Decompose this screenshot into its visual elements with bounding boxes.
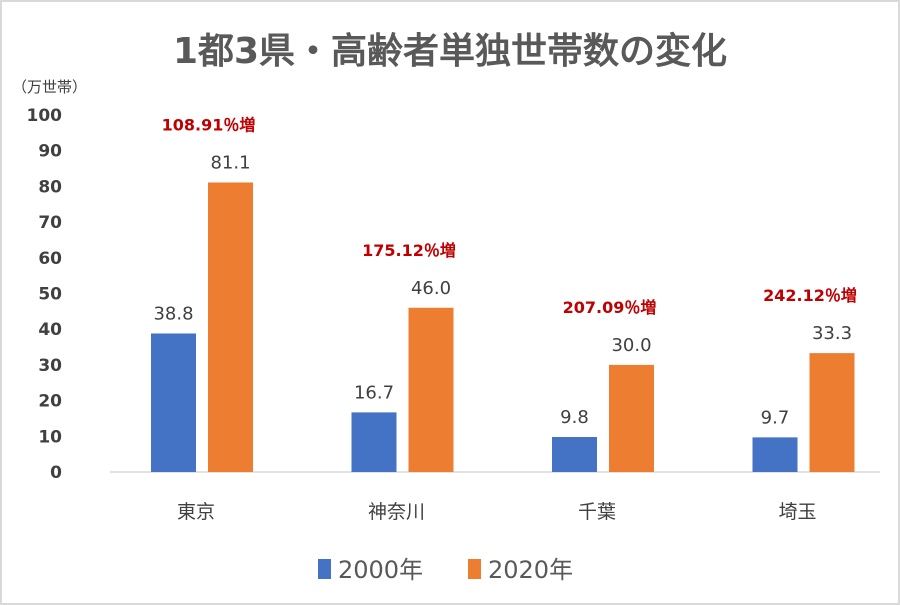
bar-2000 [752, 437, 798, 472]
y-tick-label: 70 [38, 213, 62, 233]
legend-label: 2000年 [338, 556, 423, 584]
legend: 2000年 2020年 [318, 556, 573, 584]
data-label: 9.8 [560, 407, 589, 428]
data-label: 9.7 [761, 407, 790, 428]
y-tick-label: 80 [38, 177, 62, 197]
x-tick-label: 神奈川 [368, 501, 425, 523]
bar-2020 [809, 353, 855, 472]
increase-annotation: 108.91％増 [162, 115, 256, 134]
increase-annotation: 207.09％増 [563, 298, 657, 317]
bars: 38.8 81.1 108.91％増 16.7 46.0 175.12％増 9.8 30.0 2… [151, 115, 857, 472]
y-tick-label: 50 [38, 285, 62, 305]
data-label: 81.1 [210, 152, 250, 173]
y-tick-label: 90 [38, 142, 62, 162]
x-tick-label: 東京 [177, 501, 215, 523]
increase-annotation: 242.12％増 [763, 286, 857, 305]
y-tick-label: 0 [50, 463, 62, 483]
legend-swatch-2020 [468, 559, 481, 579]
y-axis-unit: （万世帯） [12, 78, 87, 96]
y-tick-label: 10 [38, 427, 62, 447]
bar-2020 [408, 307, 454, 472]
bar-2000 [552, 437, 597, 472]
data-label: 30.0 [611, 335, 651, 356]
x-axis: 東京 神奈川 千葉 埼玉 [177, 501, 817, 523]
legend-label: 2020年 [488, 556, 573, 584]
data-label: 16.7 [354, 382, 394, 403]
y-axis: 0 10 20 30 40 50 60 70 80 90 100 [27, 106, 63, 483]
data-label: 46.0 [411, 278, 451, 299]
x-tick-label: 埼玉 [778, 501, 816, 523]
x-tick-label: 千葉 [578, 501, 616, 523]
chart-title: 1都3県・高齢者単独世帯数の変化 [173, 30, 727, 72]
bar-2020 [208, 182, 253, 472]
bar-2000 [351, 412, 397, 472]
bar-2000 [151, 333, 196, 472]
y-tick-label: 100 [27, 106, 63, 126]
y-tick-label: 30 [38, 356, 62, 376]
legend-swatch-2000 [318, 559, 331, 579]
y-tick-label: 60 [38, 249, 62, 269]
bar-2020 [609, 364, 654, 472]
y-tick-label: 40 [38, 320, 62, 340]
increase-annotation: 175.12％増 [362, 241, 456, 260]
data-label: 33.3 [812, 323, 852, 344]
y-tick-label: 20 [38, 392, 62, 412]
data-label: 38.8 [153, 303, 193, 324]
